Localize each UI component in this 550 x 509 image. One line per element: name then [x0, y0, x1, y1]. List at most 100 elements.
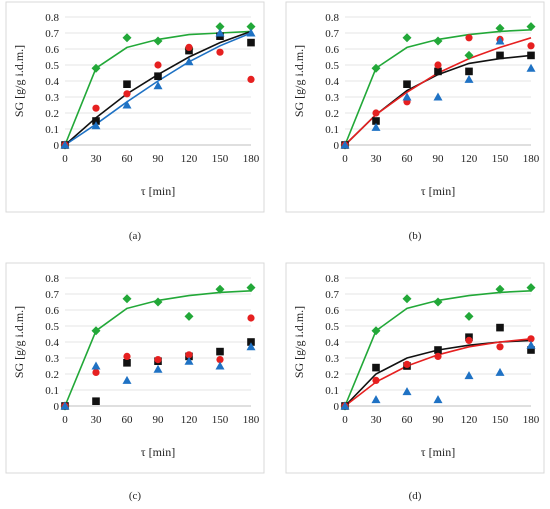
- chart-svg-b: 0 0.1 0.2 0.3 0.4 0.5 0.6 0.7 0.8 0 30 60 90 120 150 18…: [285, 1, 545, 213]
- x-tick-label: 120: [461, 414, 478, 426]
- y-tick-label: 0.3: [325, 92, 339, 104]
- y-tick-label: 0.5: [45, 321, 59, 333]
- data-point-square: [403, 80, 411, 88]
- chart-frame: [5, 262, 265, 474]
- data-point-diamond: [526, 283, 536, 293]
- data-point-square: [372, 117, 380, 125]
- y-tick-label: 0.2: [45, 108, 59, 120]
- data-point-square: [154, 72, 162, 80]
- data-point-triangle: [184, 356, 194, 365]
- y-axis-label: SG [g/g i.d.m.]: [292, 306, 306, 378]
- x-tick-label: 120: [461, 153, 478, 165]
- data-point-circle: [434, 352, 442, 360]
- data-point-diamond: [464, 50, 474, 60]
- y-tick-label: 0: [54, 401, 60, 413]
- data-point-triangle: [340, 401, 350, 410]
- data-point-triangle: [122, 375, 132, 384]
- y-tick-label: 0.5: [325, 60, 339, 72]
- y-tick-label: 0.8: [45, 12, 59, 24]
- panel-label-b: (b): [408, 230, 422, 242]
- data-point-circle: [154, 356, 162, 364]
- x-axis-label: τ [min]: [141, 445, 175, 459]
- y-tick-label: 0.4: [325, 76, 339, 88]
- y-tick-label: 0.8: [325, 273, 339, 285]
- x-tick-label: 90: [433, 414, 445, 426]
- y-tick-label: 0.8: [45, 273, 59, 285]
- x-tick-label: 30: [91, 153, 103, 165]
- y-tick-label: 0.6: [325, 44, 339, 56]
- x-tick-label: 30: [371, 153, 383, 165]
- chart-svg-c: 0 0.1 0.2 0.3 0.4 0.5 0.6 0.7 0.8 0 30 60 90 120 150 18…: [5, 262, 265, 474]
- data-point-diamond: [526, 22, 536, 32]
- data-point-circle: [216, 48, 224, 56]
- data-point-diamond: [464, 311, 474, 321]
- data-point-circle: [403, 360, 411, 368]
- chart-panel-a: 0 0.1 0.2 0.3 0.4 0.5 0.6 0.7 0.8 0 30 60 90 120 150 18…: [5, 1, 265, 239]
- data-point-diamond: [495, 23, 505, 33]
- data-point-circle: [185, 351, 193, 359]
- data-point-diamond: [402, 33, 412, 43]
- x-tick-label: 90: [153, 414, 165, 426]
- y-axis-label: SG [g/g i.d.m.]: [12, 306, 26, 378]
- data-point-circle: [496, 343, 504, 351]
- x-tick-label: 120: [181, 153, 198, 165]
- data-point-diamond: [153, 297, 163, 307]
- y-tick-label: 0.4: [45, 76, 59, 88]
- chart-panel-d: 0 0.1 0.2 0.3 0.4 0.5 0.6 0.7 0.8 0 30 60 90 120 150 18…: [285, 262, 545, 500]
- data-point-triangle: [526, 63, 536, 72]
- data-point-triangle: [433, 395, 443, 404]
- data-point-diamond: [246, 22, 256, 32]
- y-tick-label: 0: [334, 140, 340, 152]
- data-point-triangle: [371, 395, 381, 404]
- data-point-diamond: [495, 284, 505, 294]
- x-tick-label: 90: [433, 153, 445, 165]
- y-tick-label: 0: [54, 140, 60, 152]
- y-tick-label: 0.8: [325, 12, 339, 24]
- x-tick-label: 30: [371, 414, 383, 426]
- data-point-square: [527, 346, 535, 354]
- x-tick-label: 0: [342, 414, 348, 426]
- data-point-square: [216, 347, 224, 356]
- y-tick-label: 0.2: [325, 108, 339, 120]
- data-point-square: [465, 67, 473, 76]
- data-point-diamond: [215, 22, 225, 32]
- chart-frame: [5, 1, 265, 213]
- y-tick-label: 0.2: [45, 369, 59, 381]
- data-point-circle: [372, 109, 380, 117]
- y-tick-label: 0.1: [325, 385, 339, 397]
- y-tick-label: 0.6: [325, 305, 339, 317]
- data-point-diamond: [215, 284, 225, 294]
- x-axis-label: τ [min]: [421, 445, 455, 459]
- y-tick-label: 0.6: [45, 44, 59, 56]
- panel-label-a: (a): [128, 230, 142, 242]
- data-point-square: [92, 397, 100, 405]
- data-point-circle: [372, 376, 380, 384]
- data-point-square: [496, 51, 504, 60]
- data-point-square: [372, 363, 380, 372]
- data-point-circle: [527, 42, 535, 50]
- y-tick-label: 0.7: [45, 289, 59, 301]
- x-tick-label: 60: [402, 153, 414, 165]
- x-tick-label: 150: [212, 153, 229, 165]
- data-point-triangle: [215, 28, 225, 37]
- chart-svg-d: 0 0.1 0.2 0.3 0.4 0.5 0.6 0.7 0.8 0 30 60 90 120 150 18…: [285, 262, 545, 474]
- x-tick-label: 180: [243, 414, 260, 426]
- data-point-square: [527, 51, 535, 60]
- x-tick-label: 0: [342, 153, 348, 165]
- data-point-circle: [92, 104, 100, 112]
- data-point-triangle: [246, 28, 256, 37]
- x-tick-label: 120: [181, 414, 198, 426]
- data-point-triangle: [215, 361, 225, 370]
- data-point-triangle: [246, 342, 256, 351]
- data-point-triangle: [526, 340, 536, 349]
- data-point-circle: [247, 314, 255, 322]
- x-axis-label: τ [min]: [421, 184, 455, 198]
- data-point-triangle: [91, 121, 101, 130]
- data-point-circle: [465, 34, 473, 42]
- y-tick-label: 0.3: [45, 353, 59, 365]
- data-point-diamond: [433, 297, 443, 307]
- data-point-triangle: [122, 100, 132, 109]
- x-tick-label: 90: [153, 153, 165, 165]
- data-point-triangle: [464, 74, 474, 83]
- data-point-triangle: [495, 36, 505, 45]
